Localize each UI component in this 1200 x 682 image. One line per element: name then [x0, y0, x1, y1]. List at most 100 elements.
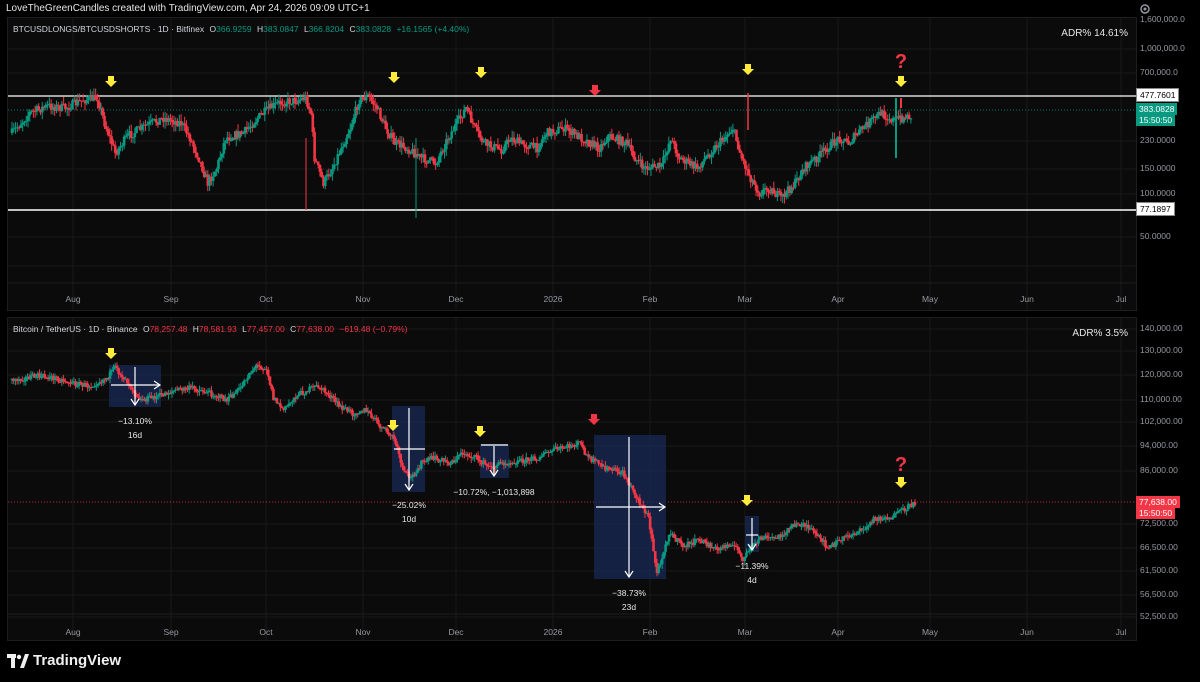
- bottom-candle: [542, 453, 545, 457]
- top-candle: [40, 106, 44, 113]
- bottom-y-tick: 66,500.00: [1140, 542, 1178, 552]
- top-candle: [550, 128, 553, 137]
- bottom-candle: [524, 457, 528, 463]
- top-candle: [284, 103, 288, 107]
- top-candle: [90, 94, 94, 101]
- bottom-candle: [435, 455, 439, 460]
- top-candle: [562, 129, 566, 132]
- top-candle: [804, 162, 808, 172]
- bottom-symbol-label[interactable]: Bitcoin / TetherUS · 1D · Binance: [13, 324, 138, 334]
- red-down-arrow-icon: [589, 85, 601, 96]
- bottom-candle: [805, 524, 808, 527]
- top-candle: [633, 156, 637, 162]
- top-candle: [708, 154, 712, 158]
- top-candle: [781, 193, 785, 197]
- bottom-candle: [340, 405, 344, 410]
- top-candle: [532, 142, 535, 148]
- bottom-candle: [899, 509, 903, 511]
- bottom-candle: [266, 369, 270, 377]
- top-candle: [154, 119, 158, 123]
- bottom-candle: [291, 401, 294, 403]
- bottom-candle: [132, 390, 136, 393]
- bottom-candle: [906, 504, 910, 510]
- bottom-y-tick: 52,500.00: [1140, 611, 1178, 621]
- settings-gear-icon[interactable]: [1138, 2, 1152, 16]
- top-candle: [630, 144, 633, 151]
- top-candle: [856, 134, 859, 136]
- bottom-candle: [626, 478, 630, 483]
- top-candle: [261, 113, 265, 115]
- top-candle: [493, 144, 496, 151]
- bottom-candle: [227, 396, 231, 402]
- bottom-candle: [12, 378, 16, 381]
- top-candle: [491, 147, 494, 151]
- top-candle: [651, 163, 655, 168]
- top-x-tick: Feb: [643, 294, 658, 304]
- top-candle: [907, 114, 911, 120]
- bottom-candle: [268, 376, 272, 385]
- top-open-value: 366.9259: [216, 24, 252, 34]
- bottom-candle: [762, 538, 765, 540]
- top-chart-pane[interactable]: ? Aug Sep Oct Nov Dec 2026 Feb Mar Apr May Jun Jul B…: [7, 17, 1137, 311]
- top-x-tick: Apr: [831, 294, 844, 304]
- top-candle: [265, 106, 268, 108]
- top-candle: [297, 100, 300, 104]
- top-countdown-tag: 15:50:50: [1136, 114, 1176, 126]
- tradingview-brand[interactable]: TradingView: [7, 652, 121, 669]
- top-candle: [635, 160, 639, 162]
- bottom-y-tick: 56,500.00: [1140, 589, 1178, 599]
- bottom-candle: [349, 409, 353, 411]
- top-candle: [170, 119, 174, 122]
- bottom-candle: [500, 462, 504, 464]
- bottom-candle: [308, 386, 311, 392]
- top-candle: [612, 139, 615, 141]
- top-candle: [790, 187, 793, 194]
- bottom-candle: [614, 468, 618, 470]
- lower-line-price-tag: 77.1897: [1136, 202, 1175, 216]
- bottom-y-tick: 94,000.00: [1140, 440, 1178, 450]
- bottom-chart-legend: Bitcoin / TetherUS · 1D · Binance O78,25…: [13, 324, 407, 334]
- bottom-candle: [292, 397, 296, 402]
- bottom-candle: [241, 385, 244, 388]
- top-candle: [742, 158, 745, 161]
- bottom-candle: [746, 551, 750, 553]
- bottom-candle: [838, 540, 841, 542]
- top-candle: [313, 132, 316, 162]
- top-price-axis[interactable]: 1,600,000.0 1,000,000.0 700,000.0 230.00…: [1136, 14, 1200, 309]
- bottom-candle: [36, 373, 40, 377]
- top-candle: [147, 121, 151, 125]
- bottom-candle: [726, 544, 729, 548]
- bottom-candle: [444, 460, 447, 462]
- top-chart-canvas[interactable]: ? Aug Sep Oct Nov Dec 2026 Feb Mar Apr May Jun Jul: [8, 18, 1136, 310]
- top-open-label: O: [209, 24, 217, 34]
- bottom-x-tick: Jul: [1116, 627, 1127, 637]
- top-candle: [423, 154, 427, 163]
- bottom-candle: [793, 523, 796, 528]
- top-candle: [820, 150, 824, 152]
- bottom-candle: [199, 390, 203, 392]
- top-candle: [724, 136, 728, 141]
- top-candle: [900, 115, 904, 123]
- bottom-candle: [327, 392, 330, 396]
- bottom-chart-canvas[interactable]: −13.10% 16d −25.02% 10d −10.72%, −1,013,898 −…: [8, 318, 1136, 640]
- bottom-candle: [273, 397, 277, 401]
- top-candle: [485, 139, 489, 146]
- bottom-candle: [468, 455, 471, 457]
- bottom-candle: [475, 455, 478, 457]
- bottom-candle: [411, 474, 415, 478]
- bottom-candle: [456, 455, 459, 460]
- top-candle: [777, 190, 781, 193]
- top-candle: [868, 119, 872, 128]
- top-candle: [770, 188, 774, 194]
- bottom-high-value: 78,581.93: [198, 324, 237, 334]
- top-candle: [17, 127, 21, 129]
- top-candle: [133, 132, 137, 138]
- top-candle: [357, 103, 361, 110]
- top-symbol-label[interactable]: BTCUSDLONGS/BTCUSDSHORTS · 1D · Bitfinex: [13, 24, 205, 34]
- bottom-chart-pane[interactable]: −13.10% 16d −25.02% 10d −10.72%, −1,013,898 −…: [7, 317, 1137, 641]
- bottom-price-axis[interactable]: 140,000.00 130,000.00 120,000.00 110,000…: [1136, 317, 1200, 639]
- bottom-candle: [440, 458, 444, 461]
- yellow-down-arrow-icon: [105, 348, 117, 359]
- top-candle: [535, 143, 539, 153]
- top-y-tick: 150.0000: [1140, 163, 1176, 173]
